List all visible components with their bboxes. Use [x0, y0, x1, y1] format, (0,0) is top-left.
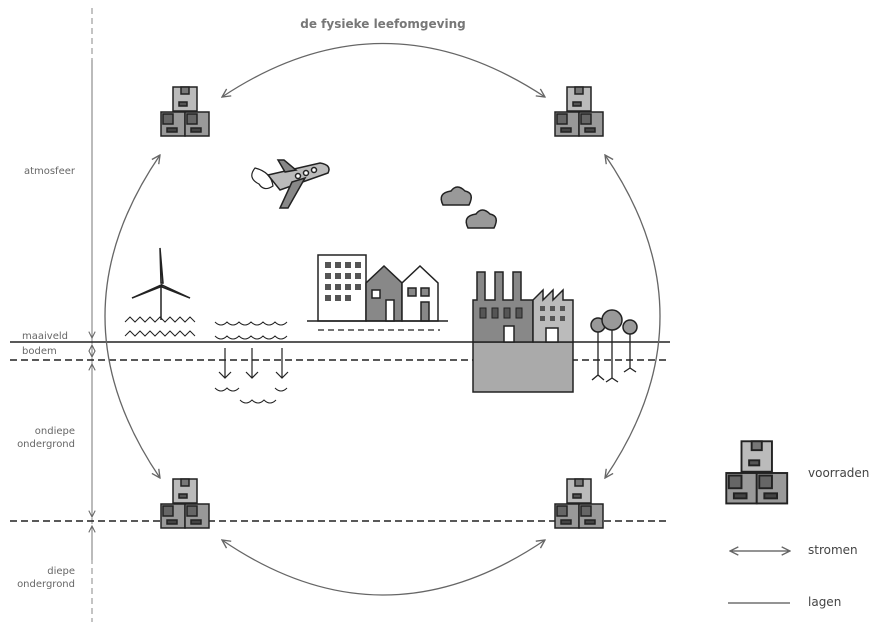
legend-label: lagen — [808, 595, 842, 609]
layer-label: bodem — [22, 346, 57, 357]
legend-label: stromen — [808, 543, 858, 557]
layer-label: diepe ondergrond — [17, 566, 75, 590]
layer-label: atmosfeer — [23, 166, 75, 177]
icons — [124, 159, 790, 604]
title: de fysieke leefomgeving — [300, 17, 466, 31]
layer-label: ondiepe ondergrond — [17, 426, 75, 450]
flows — [104, 42, 661, 596]
legend-label: voorraden — [808, 466, 870, 480]
layer-label: maaiveld — [22, 331, 68, 342]
